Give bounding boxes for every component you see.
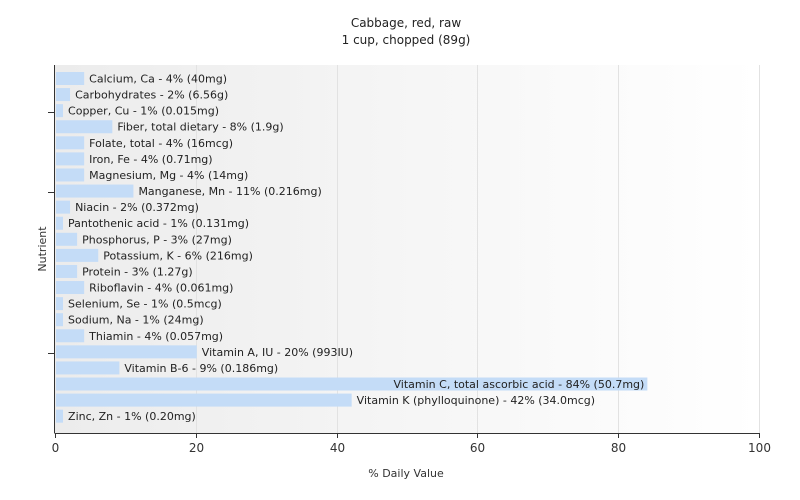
bar-label: Protein - 3% (1.27g) xyxy=(82,265,193,278)
bar xyxy=(56,200,71,214)
bar xyxy=(56,313,64,327)
bar-label: Magnesium, Mg - 4% (14mg) xyxy=(89,169,248,182)
bar-label: Selenium, Se - 1% (0.5mcg) xyxy=(68,298,222,311)
bar-label: Phosphorus, P - 3% (27mg) xyxy=(82,233,232,246)
bar xyxy=(56,345,197,359)
bar xyxy=(56,409,64,423)
bar xyxy=(56,281,85,295)
y-axis-ticks xyxy=(48,112,54,354)
bar-label: Fiber, total dietary - 8% (1.9g) xyxy=(117,121,283,134)
bar-label: Copper, Cu - 1% (0.015mg) xyxy=(68,105,219,118)
bar-label: Vitamin A, IU - 20% (993IU) xyxy=(202,346,353,359)
bar xyxy=(56,88,71,102)
x-tick-label: 0 xyxy=(52,441,60,455)
x-tick-label: 60 xyxy=(470,441,485,455)
bar-label: Potassium, K - 6% (216mg) xyxy=(103,249,253,262)
bar-label: Vitamin K (phylloquinone) - 42% (34.0mcg… xyxy=(357,394,595,407)
chart-title: Cabbage, red, raw xyxy=(351,16,462,30)
bar-label: Manganese, Mn - 11% (0.216mg) xyxy=(138,185,321,198)
bar-label: Calcium, Ca - 4% (40mg) xyxy=(89,73,227,86)
y-axis-label: Nutrient xyxy=(36,226,49,272)
chart-subtitle: 1 cup, chopped (89g) xyxy=(342,33,471,47)
bar xyxy=(56,248,99,262)
x-axis-ticks: 0 20 40 60 80 100 xyxy=(52,433,771,455)
bar xyxy=(56,361,120,375)
bar-label: Vitamin C, total ascorbic acid - 84% (50… xyxy=(394,378,645,391)
bar-labels-group: Calcium, Ca - 4% (40mg) Carbohydrates - 2… xyxy=(68,73,644,424)
bar xyxy=(56,393,352,407)
bar xyxy=(56,297,64,311)
bar-label: Iron, Fe - 4% (0.71mg) xyxy=(89,153,212,166)
bar xyxy=(56,184,134,198)
bar xyxy=(56,216,64,230)
bar-label: Sodium, Na - 1% (24mg) xyxy=(68,314,204,327)
bar xyxy=(56,168,85,182)
bar xyxy=(56,136,85,150)
x-tick-label: 80 xyxy=(611,441,626,455)
bar xyxy=(56,120,113,134)
bar-label: Zinc, Zn - 1% (0.20mg) xyxy=(68,410,196,423)
bar-label: Pantothenic acid - 1% (0.131mg) xyxy=(68,217,249,230)
gridlines xyxy=(196,65,760,433)
bar-label: Thiamin - 4% (0.057mg) xyxy=(88,330,223,343)
bar-label: Niacin - 2% (0.372mg) xyxy=(75,201,199,214)
x-axis-label: % Daily Value xyxy=(368,467,444,480)
x-tick-label: 100 xyxy=(748,441,771,455)
bar-label: Carbohydrates - 2% (6.56g) xyxy=(75,89,228,102)
bar-label: Riboflavin - 4% (0.061mg) xyxy=(89,282,233,295)
bar-label: Vitamin B-6 - 9% (0.186mg) xyxy=(124,362,278,375)
bar xyxy=(56,232,78,246)
bars-group xyxy=(56,72,648,423)
x-tick-label: 20 xyxy=(189,441,204,455)
bar xyxy=(56,72,85,85)
bar xyxy=(56,152,85,166)
bar xyxy=(56,104,64,118)
bar xyxy=(56,377,648,391)
x-tick-label: 40 xyxy=(330,441,345,455)
bar-label: Folate, total - 4% (16mcg) xyxy=(89,137,233,150)
bar xyxy=(56,264,78,278)
plot-background xyxy=(55,65,759,433)
bar xyxy=(56,329,85,343)
